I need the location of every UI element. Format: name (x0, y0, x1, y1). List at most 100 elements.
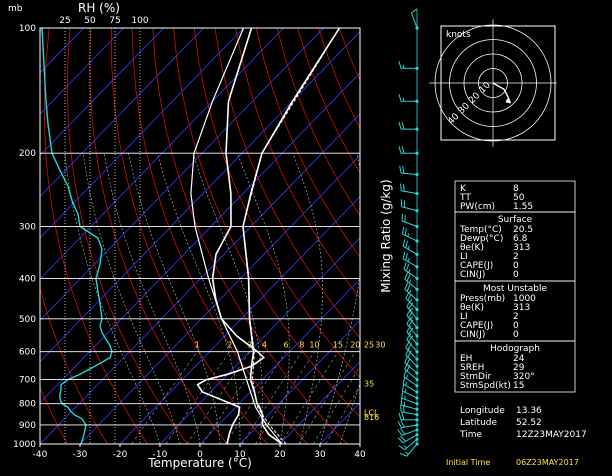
moist-adiabat (193, 153, 262, 444)
barb-feather (400, 405, 401, 412)
hodograph-ring-label: 20 (467, 91, 482, 106)
hodograph-indices-row-value: 15 (513, 381, 524, 391)
temperature-tick-label: -30 (73, 450, 88, 460)
barb-staff (401, 173, 417, 174)
pressure-tick-label: 300 (19, 222, 36, 232)
barb-feather (409, 320, 413, 326)
barb-staff (402, 221, 417, 226)
wind-barb (404, 262, 419, 280)
barb-feather (406, 264, 408, 271)
y-axis-label: Mixing Ratio (g/kg) (379, 179, 393, 292)
dry-adiabat (546, 28, 612, 444)
initial-time-label: Initial Time (446, 458, 490, 467)
barb-half-feather (404, 446, 407, 448)
barb-feather (404, 262, 406, 269)
temperature-tick-label: 20 (274, 450, 286, 460)
hodograph-indices-row-label: StmSpd(kt) (460, 381, 511, 391)
station-row-label: Time (459, 430, 482, 440)
barb-feather (403, 239, 405, 246)
rh-tick-label: 25 (59, 16, 70, 26)
barb-feather (398, 421, 401, 428)
barb-staff (402, 430, 417, 435)
pressure-tick-label: 900 (19, 421, 36, 431)
barb-half-feather (405, 389, 406, 393)
pressure-tick-label: 100 (19, 24, 36, 34)
barb-feather (403, 377, 405, 384)
mixing-ratio-line (255, 352, 314, 444)
barb-half-feather (405, 452, 408, 453)
moist-adiabat (238, 153, 290, 444)
isotherm-line (200, 28, 604, 444)
pressure-unit-label: mb (8, 4, 23, 14)
wind-barb (400, 184, 418, 196)
barb-feather (405, 272, 408, 279)
barb-feather (406, 241, 408, 248)
barb-feather (399, 446, 405, 450)
barb-half-feather (406, 382, 407, 386)
mixing-ratio-label: 25 (364, 341, 374, 350)
dry-adiabat (608, 28, 612, 444)
wind-barb (400, 166, 419, 176)
moist-adiabat (360, 153, 463, 444)
barb-feather (403, 184, 404, 191)
rh-profile-line (42, 28, 112, 444)
barb-half-feather (403, 65, 404, 69)
barb-half-feather (408, 258, 409, 262)
most-unstable-indices-row-value: 0 (513, 330, 519, 340)
wind-barb (400, 442, 419, 456)
barb-feather (402, 214, 403, 221)
pressure-tick-label: 1000 (13, 440, 36, 450)
pressure-tick-label: 200 (19, 149, 36, 159)
mixing-ratio-line (299, 352, 355, 444)
side-marker-label: 35 (364, 379, 374, 388)
surface-indices-title: Surface (498, 215, 533, 225)
isotherm-line (80, 28, 484, 444)
mixing-ratio-label: 20 (350, 341, 360, 350)
barb-half-feather (408, 233, 409, 237)
barb-feather (407, 285, 410, 292)
mixing-ratio-label: 1 (195, 341, 200, 350)
initial-time-value: 06Z23MAY2017 (516, 458, 579, 467)
rh-tick-label: 100 (131, 16, 148, 26)
barb-half-feather (406, 375, 407, 378)
barb-feather (405, 215, 406, 222)
barb-feather (407, 318, 411, 324)
x-axis-label: Temperature (°C) (147, 456, 252, 470)
temperature-tick-label: 30 (314, 450, 326, 460)
barb-feather (400, 184, 401, 191)
isotherm-line (0, 28, 284, 444)
mixing-ratio-line (132, 352, 198, 444)
barb-feather (400, 166, 401, 173)
mixing-ratio-label: 3 (247, 341, 252, 350)
barb-feather (399, 146, 401, 153)
isotherm-line (280, 28, 612, 444)
barb-half-feather (409, 269, 410, 272)
wind-barb (399, 61, 419, 70)
barb-feather (402, 227, 403, 234)
wind-barb (398, 421, 419, 428)
station-row-value: 12Z23MAY2017 (516, 430, 587, 440)
barb-feather (399, 122, 401, 129)
moist-adiabat (129, 153, 221, 444)
hodograph-ring-label: 40 (446, 112, 461, 127)
barb-feather (403, 252, 405, 259)
barb-feather (400, 453, 407, 456)
barb-feather (402, 391, 403, 398)
station-row-value: 13.36 (516, 406, 542, 416)
side-marker-label: 816 (364, 413, 379, 422)
barb-staff (412, 13, 417, 28)
mixing-ratio-line (281, 352, 339, 444)
mixing-ratio-label: 4 (262, 341, 267, 350)
barb-feather (402, 146, 404, 153)
pressure-tick-label: 500 (19, 315, 36, 325)
wind-barb (401, 199, 418, 212)
temperature-tick-label: -40 (33, 450, 48, 460)
rh-axis-label: RH (%) (78, 1, 120, 15)
pressure-tick-label: 700 (19, 376, 36, 386)
barb-half-feather (409, 290, 410, 293)
rh-tick-label: 75 (109, 16, 120, 26)
surface-indices-row-value: 0 (513, 270, 519, 280)
